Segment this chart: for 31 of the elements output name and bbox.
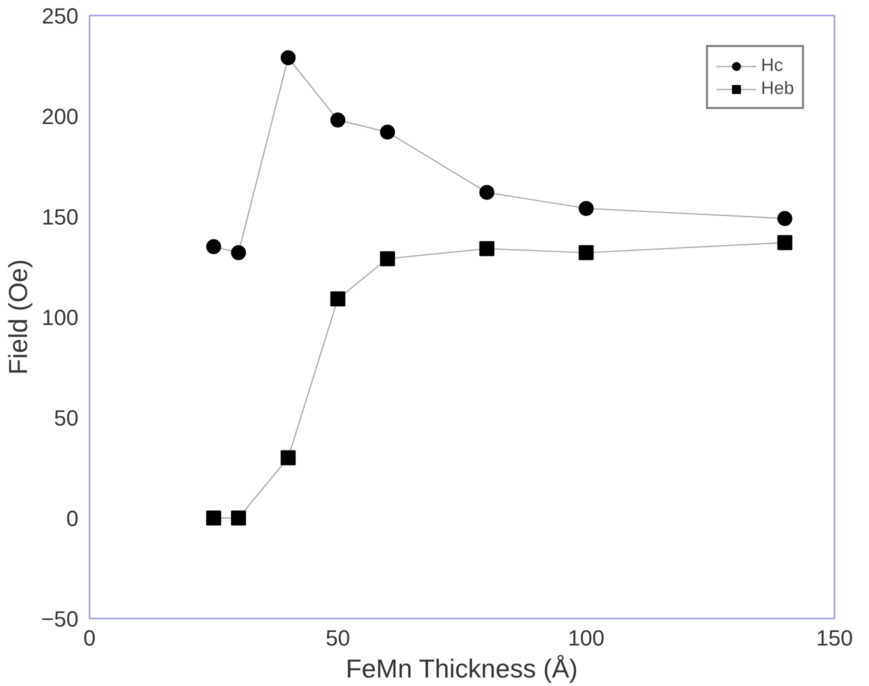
legend-label: Heb: [760, 78, 794, 99]
point: [578, 200, 594, 216]
point: [280, 50, 296, 66]
x-tick-label: 150: [816, 626, 853, 650]
x-axis-title: FeMn Thickness (Å): [346, 654, 578, 684]
point: [380, 251, 395, 266]
y-tick-label: −50: [41, 606, 79, 632]
legend-label: Hc: [760, 55, 783, 76]
point: [330, 291, 346, 306]
y-tick-label: 150: [42, 204, 79, 230]
y-tick-label: 0: [66, 506, 79, 531]
y-tick-label: 200: [42, 104, 79, 129]
x-tick-label: 50: [326, 626, 350, 650]
point: [280, 450, 296, 466]
y-tick-label: 250: [42, 4, 79, 28]
x-tick-label: 100: [568, 626, 605, 650]
point: [206, 510, 222, 526]
point: [777, 211, 792, 226]
point: [479, 184, 494, 200]
point: [479, 241, 494, 256]
point: [777, 235, 792, 250]
point: [206, 239, 222, 254]
point: [231, 510, 246, 526]
x-tick-label: 0: [83, 626, 96, 650]
y-tick-label: 50: [54, 406, 79, 430]
y-tick-label: 100: [42, 305, 79, 330]
point: [231, 245, 246, 260]
point: [330, 112, 346, 128]
point: [380, 124, 395, 140]
y-axis-title: Field (Oe): [3, 259, 34, 375]
point: [578, 245, 594, 260]
